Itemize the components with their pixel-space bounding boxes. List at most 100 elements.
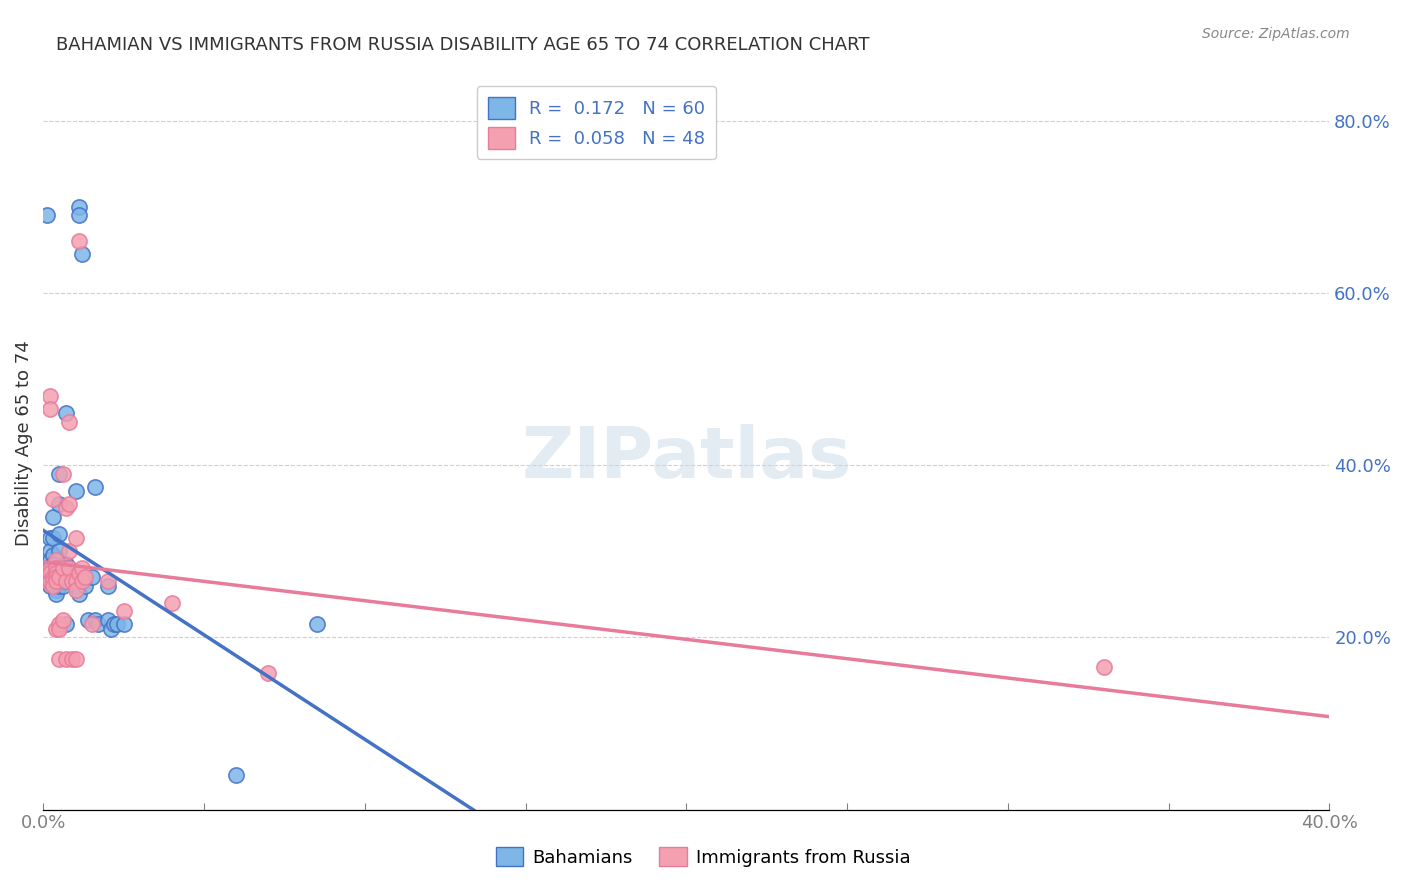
Point — [75, 570, 97, 584]
Point — [42, 566, 65, 580]
Point — [67, 587, 90, 601]
Point — [67, 566, 90, 580]
Point — [45, 587, 67, 601]
Point — [45, 561, 67, 575]
Point — [65, 574, 87, 589]
Point — [45, 574, 67, 589]
Point — [58, 497, 80, 511]
Point — [52, 467, 75, 481]
Point — [48, 652, 70, 666]
Point — [45, 561, 67, 575]
Point — [52, 574, 75, 589]
Point — [105, 617, 128, 632]
Point — [70, 561, 93, 575]
Point — [48, 579, 70, 593]
Point — [45, 582, 67, 597]
Point — [67, 200, 90, 214]
Point — [58, 544, 80, 558]
Point — [42, 579, 65, 593]
Point — [103, 617, 125, 632]
Point — [42, 531, 65, 545]
Point — [45, 574, 67, 589]
Point — [38, 553, 60, 567]
Point — [83, 613, 105, 627]
Point — [38, 544, 60, 558]
Point — [45, 557, 67, 571]
Point — [48, 497, 70, 511]
Point — [48, 570, 70, 584]
Point — [225, 768, 247, 782]
Point — [45, 566, 67, 580]
Point — [55, 617, 77, 632]
Legend: R =  0.172   N = 60, R =  0.058   N = 48: R = 0.172 N = 60, R = 0.058 N = 48 — [477, 87, 716, 160]
Point — [48, 561, 70, 575]
Point — [97, 574, 120, 589]
Point — [100, 622, 122, 636]
Point — [35, 557, 58, 571]
Point — [55, 652, 77, 666]
Point — [80, 617, 103, 632]
Point — [65, 652, 87, 666]
Point — [58, 561, 80, 575]
Point — [55, 574, 77, 589]
Point — [305, 617, 328, 632]
Point — [55, 574, 77, 589]
Point — [58, 415, 80, 429]
Point — [257, 666, 280, 681]
Point — [35, 570, 58, 584]
Point — [52, 613, 75, 627]
Point — [97, 579, 120, 593]
Legend: Bahamians, Immigrants from Russia: Bahamians, Immigrants from Russia — [489, 840, 917, 874]
Point — [38, 561, 60, 575]
Point — [48, 544, 70, 558]
Point — [87, 617, 110, 632]
Point — [48, 617, 70, 632]
Point — [60, 652, 83, 666]
Point — [67, 208, 90, 222]
Point — [38, 531, 60, 545]
Point — [1092, 660, 1115, 674]
Point — [42, 574, 65, 589]
Point — [83, 479, 105, 493]
Point — [45, 579, 67, 593]
Text: ZIPatlas: ZIPatlas — [522, 424, 852, 492]
Point — [35, 574, 58, 589]
Point — [60, 574, 83, 589]
Point — [42, 570, 65, 584]
Point — [35, 208, 58, 222]
Text: BAHAMIAN VS IMMIGRANTS FROM RUSSIA DISABILITY AGE 65 TO 74 CORRELATION CHART: BAHAMIAN VS IMMIGRANTS FROM RUSSIA DISAB… — [56, 36, 870, 54]
Point — [48, 527, 70, 541]
Point — [58, 570, 80, 584]
Point — [52, 579, 75, 593]
Point — [52, 561, 75, 575]
Point — [112, 604, 135, 618]
Point — [58, 561, 80, 575]
Point — [42, 574, 65, 589]
Point — [55, 557, 77, 571]
Point — [42, 492, 65, 507]
Point — [70, 247, 93, 261]
Point — [70, 574, 93, 589]
Point — [42, 549, 65, 563]
Point — [48, 622, 70, 636]
Point — [112, 617, 135, 632]
Point — [42, 557, 65, 571]
Point — [67, 234, 90, 248]
Point — [160, 596, 183, 610]
Point — [60, 574, 83, 589]
Point — [38, 566, 60, 580]
Point — [65, 582, 87, 597]
Point — [75, 579, 97, 593]
Point — [65, 483, 87, 498]
Text: Source: ZipAtlas.com: Source: ZipAtlas.com — [1202, 27, 1350, 41]
Point — [48, 570, 70, 584]
Point — [42, 509, 65, 524]
Point — [55, 501, 77, 516]
Point — [38, 402, 60, 417]
Point — [45, 566, 67, 580]
Point — [42, 570, 65, 584]
Point — [97, 613, 120, 627]
Point — [65, 579, 87, 593]
Point — [52, 561, 75, 575]
Point — [45, 622, 67, 636]
